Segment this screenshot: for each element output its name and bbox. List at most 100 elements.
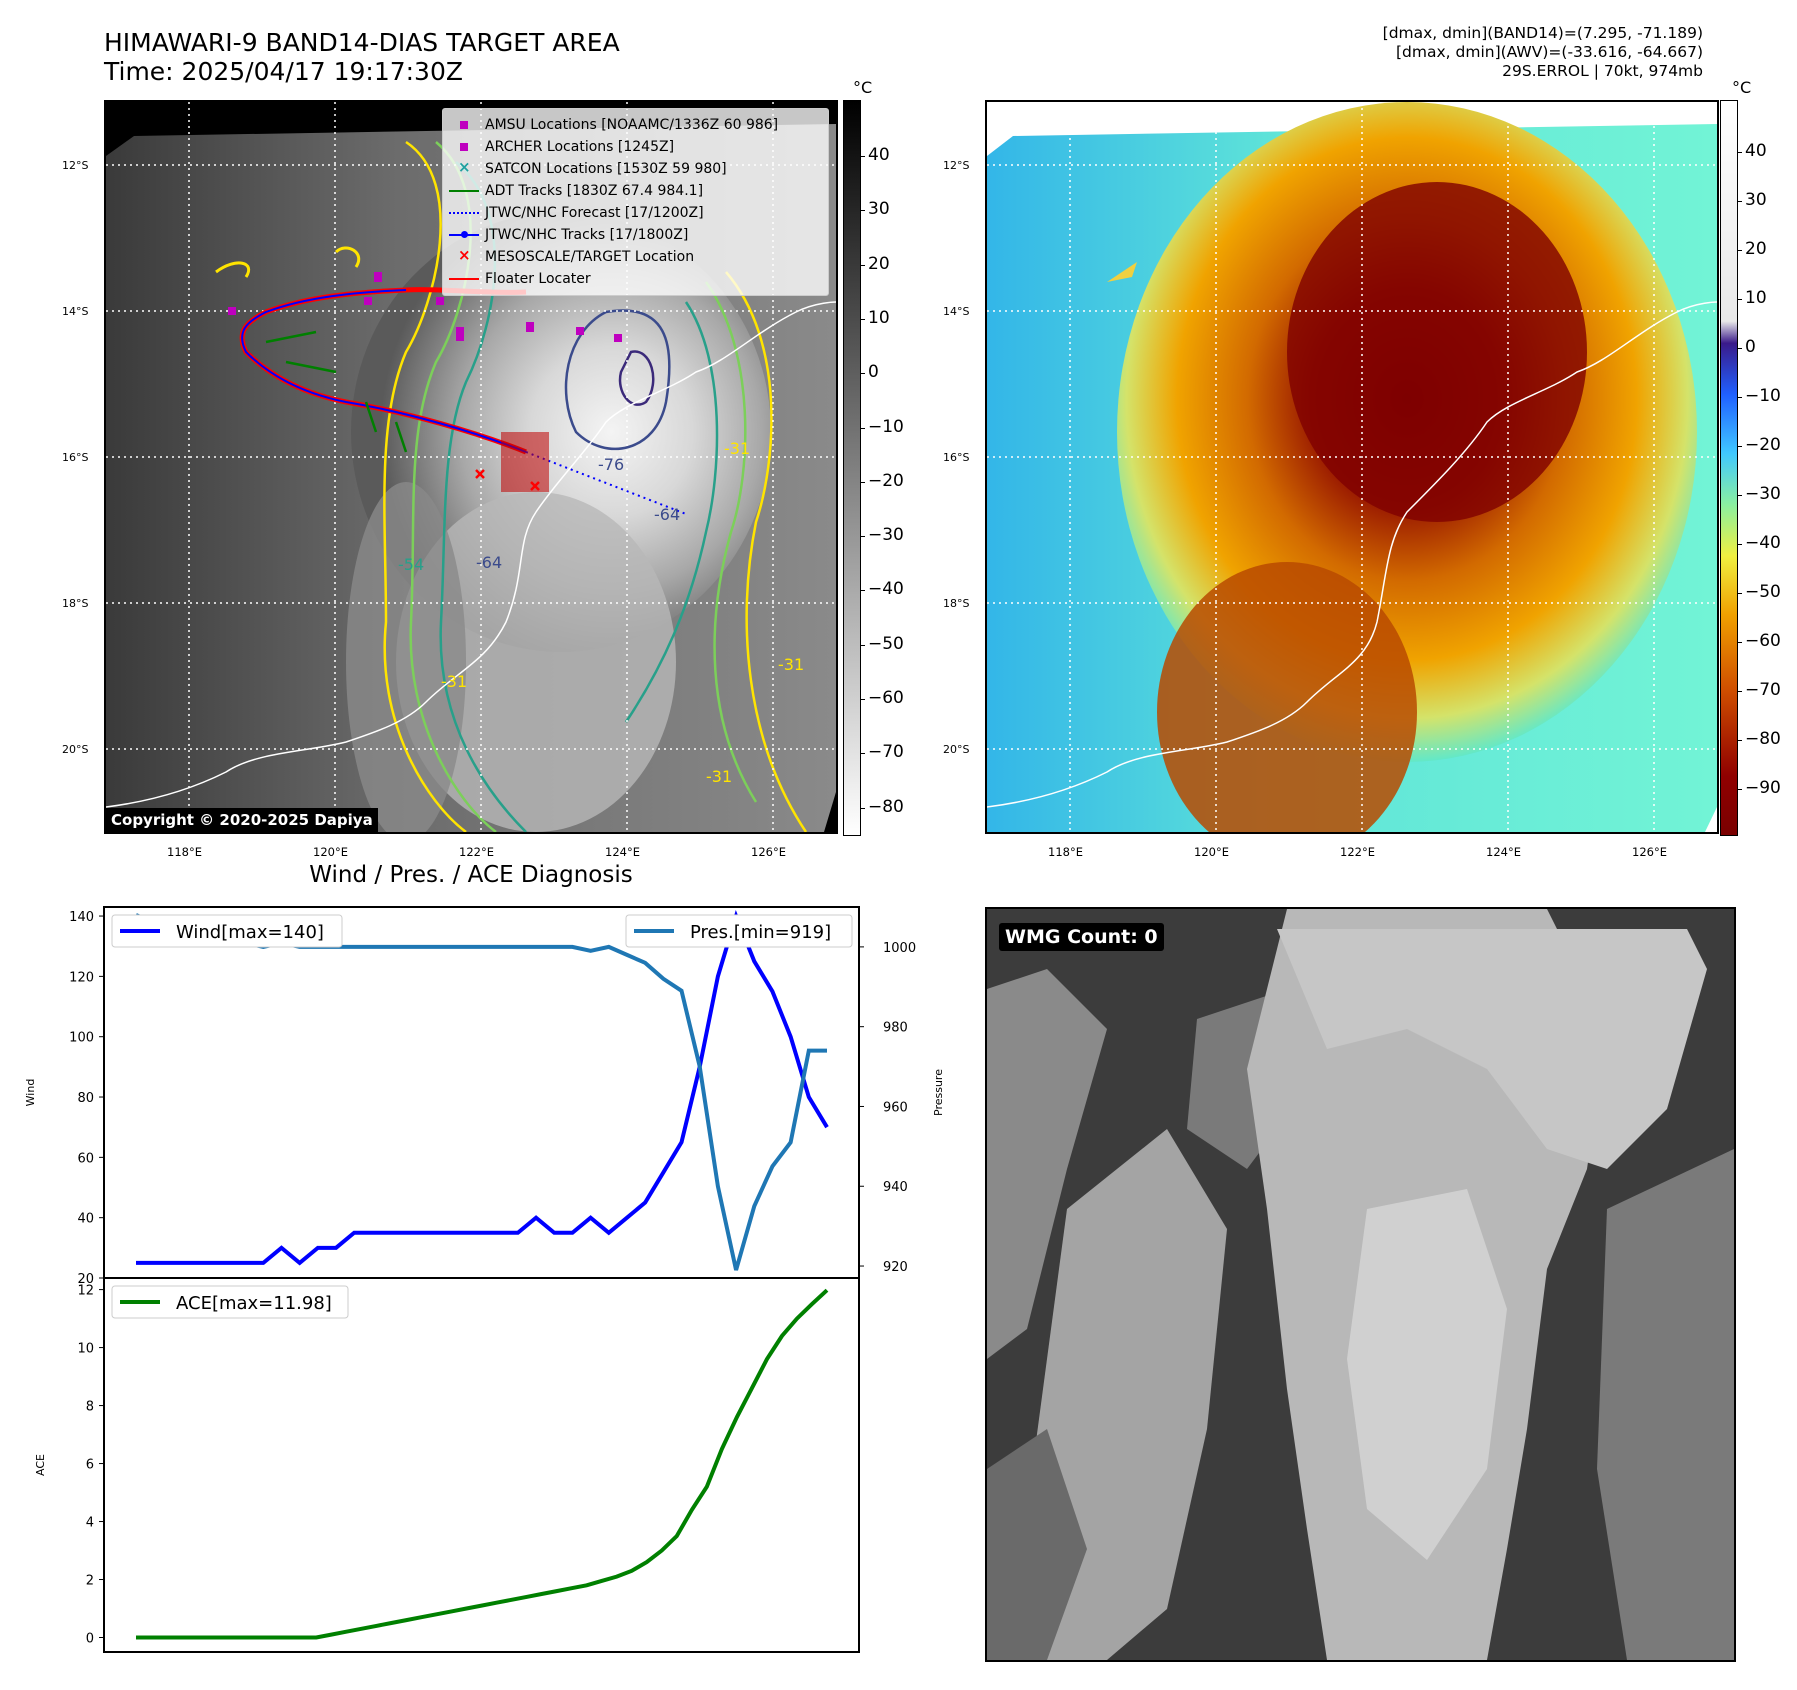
ace-ytick-label: 8 [86,1400,94,1415]
contour-label-31c: -31 [441,672,467,691]
colorbar-tick-label: −40 [868,579,904,600]
colorbar-tick-label: −10 [868,416,904,437]
colorbar-tick-label: −50 [868,633,904,654]
legend-item: JTWC/NHC Tracks [17/1800Z] [449,225,688,245]
map-legend: AMSU Locations [NOAAMC/1336Z 60 986] ARCH… [442,108,829,296]
colorbar-tick-mark [860,590,865,592]
colorbar-tick-label: 30 [868,199,890,220]
legend-item: × MESOSCALE/TARGET Location [449,246,694,267]
wind-ytick-label: 80 [77,1091,94,1106]
wind-ytick-label: 140 [69,910,94,925]
ace-ytick-label: 4 [86,1516,94,1531]
lat-label-right: 18°S [943,597,970,610]
legend-label: JTWC/NHC Tracks [17/1800Z] [485,227,689,243]
legend-item: JTWC/NHC Forecast [17/1200Z] [449,203,704,223]
wind-line [136,910,829,1266]
legend-marker-line [449,183,479,199]
colorbar-tick-mark [1737,593,1742,594]
legend-label: SATCON Locations [1530Z 59 980] [485,161,727,177]
left-colorbar-unit-text: °C [853,78,873,97]
info-line-3: 29S.ERROL | 70kt, 974mb [1502,62,1703,80]
colorbar-tick-mark [1737,495,1742,496]
ace-ytick-label: 6 [86,1458,94,1473]
pressure-ylabel: Pressure [932,1069,945,1116]
legend-label: JTWC/NHC Forecast [17/1200Z] [485,205,704,221]
lon-label-left: 118°E [167,845,202,859]
ace-ylabel: ACE [34,1454,47,1476]
colorbar-tick-mark [860,644,865,646]
colorbar-tick-label: 20 [1745,239,1767,259]
colorbar-tick-mark [1737,642,1742,643]
colorbar-tick-mark [860,264,865,266]
colorbar-tick-label: 30 [1745,190,1767,210]
colorbar-tick-label: −80 [868,796,904,817]
diagnosis-title: Wind / Pres. / ACE Diagnosis [309,862,633,888]
colorbar-tick-mark [860,210,865,212]
ir-map-panel: -76 -64 -54 -64 -31 -31 -31 -31 AMSU Loc… [104,100,838,834]
colorbar-tick-label: −70 [1745,680,1781,700]
right-colorbar-unit-text: °C [1732,78,1752,97]
colorbar-tick-label: 40 [1745,141,1767,161]
ace-ytick-label: 10 [77,1342,94,1357]
pressure-ytick-label: 1000 [883,941,916,956]
right-colorbar-unit: °C [1732,78,1751,97]
contour-label-54: -54 [398,555,424,574]
colorbar-tick-mark [860,807,865,809]
legend-item: ADT Tracks [1830Z 67.4 984.1] [449,181,703,201]
colorbar-tick-label: 0 [1745,337,1756,357]
lon-label-right: 118°E [1048,845,1083,859]
legend-marker-square [449,117,479,133]
legend-marker-x: × [458,246,471,264]
legend-marker-square [449,139,479,155]
legend-label: ADT Tracks [1830Z 67.4 984.1] [485,183,704,199]
pressure-ytick-label: 960 [883,1100,908,1115]
lat-label-right: 16°S [943,451,970,464]
colorbar-tick-mark [860,536,865,538]
colorbar-tick-label: −60 [868,688,904,708]
legend-label: AMSU Locations [NOAAMC/1336Z 60 986] [485,117,779,133]
colorbar-tick-mark [860,699,865,700]
copyright-label: Copyright © 2020-2025 Dapiya [106,808,378,832]
colorbar-tick-label: −90 [1745,778,1781,798]
colorbar-tick-label: 20 [868,253,890,274]
lat-label-left: 20°S [62,743,89,756]
colorbar-tick-mark [1737,201,1742,202]
pressure-ytick-label: 940 [883,1180,908,1195]
colorbar-tick-label: −10 [1745,386,1781,406]
ace-line [136,1288,829,1640]
colorbar-tick-mark [1737,740,1742,741]
legend-item: AMSU Locations [NOAAMC/1336Z 60 986] [449,115,778,135]
wind-ytick-label: 120 [69,970,94,985]
wind-ytick-label: 20 [77,1272,94,1287]
lat-label-right: 20°S [943,743,970,756]
contour-label-31b: -31 [724,439,750,458]
lon-label-right: 122°E [1340,845,1375,859]
colorbar-tick-label: 10 [868,307,890,328]
colorbar-tick-label: 0 [868,362,879,383]
colorbar-tick-mark [860,753,865,755]
colorbar-tick-mark [860,481,865,483]
colorbar-tick-mark [1737,446,1742,447]
legend-label: Floater Locater [485,271,591,287]
legend-item: Floater Locater [449,269,591,289]
lon-label-left: 126°E [751,845,786,859]
colorbar-tick-mark [1737,691,1742,692]
left-colorbar-unit: °C [853,78,872,97]
wind-ytick-label: 100 [69,1031,94,1046]
lat-label-left: 12°S [62,159,89,172]
colorbar-tick-label: −30 [1745,484,1781,504]
legend-marker-x: × [458,158,471,176]
pressure-line [135,913,827,1271]
legend-item: ARCHER Locations [1245Z] [449,137,674,157]
color-ir-map-panel [985,100,1719,834]
contour-label-31a: -31 [778,655,804,674]
ace-ytick-label: 0 [86,1632,94,1647]
wind-legend: Wind[max=140] [111,914,343,948]
colorbar-tick-label: −70 [868,742,904,763]
info-line-1: [dmax, dmin](BAND14)=(7.295, -71.189) [1382,24,1703,42]
left-colorbar [843,100,861,836]
contour-label-31d: -31 [706,767,732,786]
info-line-2: [dmax, dmin](AWV)=(-33.616, -64.667) [1396,43,1703,61]
pressure-legend-label: Pres.[min=919] [690,922,831,943]
